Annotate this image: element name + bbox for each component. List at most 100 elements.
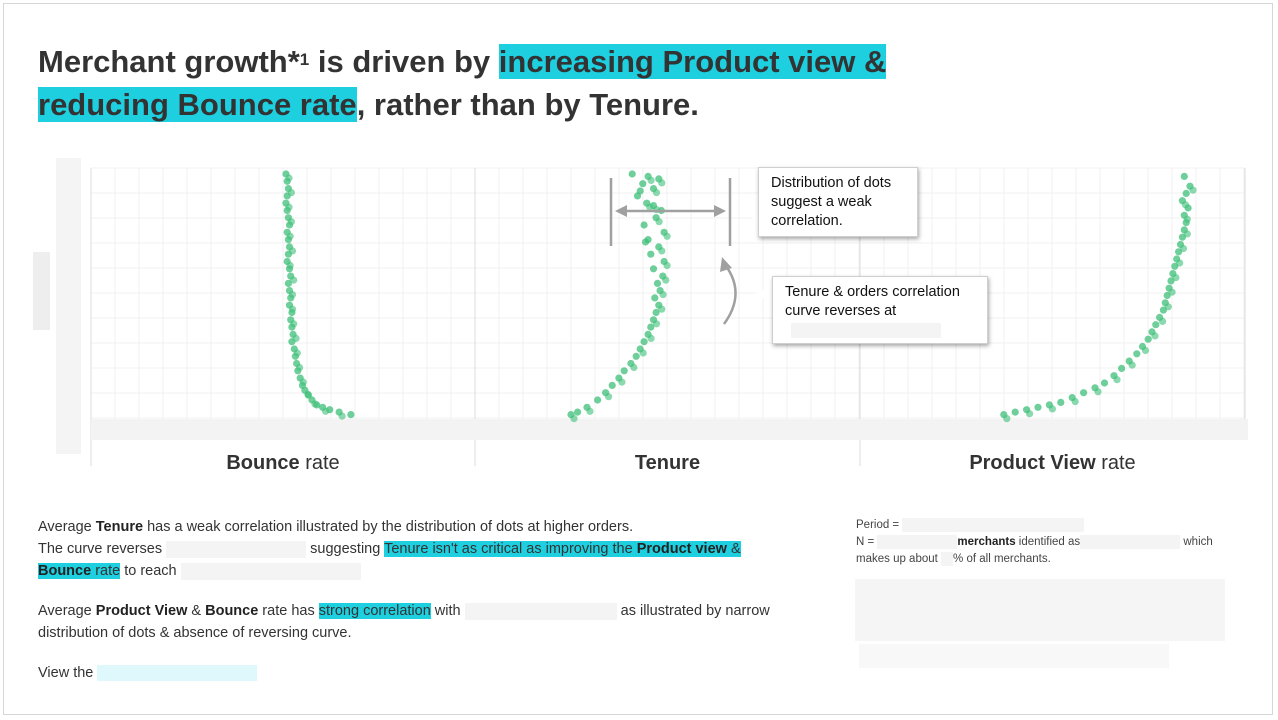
scatter-point: [1182, 189, 1190, 197]
scatter-point: [338, 412, 346, 420]
scatter-point: [288, 338, 296, 346]
scatter-point: [663, 232, 671, 240]
scatter-point: [1151, 332, 1159, 340]
scatter-point: [652, 308, 660, 317]
scatter-point: [294, 367, 302, 375]
scatter-point: [630, 363, 638, 372]
scatter-point: [1080, 389, 1088, 397]
scatter-point: [662, 276, 670, 284]
scatter-point: [1057, 398, 1065, 406]
paragraph-product-view: Average Product View & Bounce rate has s…: [38, 600, 838, 644]
paragraph-view-link: View the: [38, 662, 438, 684]
redacted-value: [464, 602, 617, 620]
p1-text: The curve reverses: [38, 541, 167, 557]
scatter-point: [1071, 398, 1079, 406]
note-text: which: [1180, 536, 1213, 548]
axis-title: Tenure: [635, 452, 700, 474]
scatter-point: [284, 250, 292, 258]
note-text: makes up about: [856, 553, 942, 565]
scatter-point: [288, 323, 296, 331]
title-highlight-1: increasing Product view &: [498, 44, 887, 79]
scatter-point: [291, 352, 299, 360]
scatter-point: [618, 378, 626, 386]
p1-hl-text: rate: [91, 563, 121, 579]
scatter-point: [639, 180, 647, 188]
redacted-value: [1080, 534, 1181, 549]
p2-highlight: strong correlation: [318, 603, 431, 619]
scatter-point: [1128, 361, 1136, 369]
title-part-1: Merchant growth*: [38, 44, 300, 79]
scatter-point: [1034, 403, 1042, 411]
scatter-point: [647, 250, 655, 258]
scatter-point: [1179, 244, 1188, 253]
callout-weak-correlation: Distribution of dots suggest a weak corr…: [758, 167, 918, 237]
scatter-point: [285, 221, 294, 229]
scatter-point: [1048, 405, 1056, 413]
scatter-point: [1144, 335, 1152, 343]
callout-weak-tail: [741, 202, 759, 222]
p3-text: View the: [38, 665, 94, 681]
scatter-charts: Bounce rate Tenure Product View rate: [33, 158, 1248, 474]
scatter-points: [282, 170, 1197, 423]
scatter-point: [1094, 388, 1102, 396]
redacted-link[interactable]: [97, 665, 258, 682]
redacted-value: [902, 517, 1085, 532]
note-text: Period =: [856, 519, 903, 531]
scatter-point: [1181, 201, 1189, 209]
scatter-point: [1189, 186, 1197, 194]
title-part-2: is driven by: [309, 44, 499, 79]
p2-text: with: [430, 603, 465, 619]
scatter-point: [1176, 259, 1184, 267]
scatter-point: [647, 176, 655, 184]
redacted-block: [859, 644, 1169, 668]
callout-reverse-tail: [754, 284, 774, 304]
scatter-point: [574, 408, 582, 416]
p1-bold: Tenure: [95, 519, 144, 535]
axis-title-bold: Bounce: [226, 452, 299, 474]
scatter-point: [639, 349, 647, 357]
scatter-point: [1183, 215, 1191, 223]
scatter-point: [653, 279, 662, 287]
p1-hl-bold: Bounce: [38, 563, 92, 579]
scatter-point: [663, 261, 671, 270]
axis-titles: Bounce rate Tenure Product View rate: [226, 452, 1135, 474]
redacted-value: [180, 562, 361, 580]
scatter-point: [285, 265, 294, 273]
title-highlight-2: reducing Bounce rate: [38, 87, 357, 122]
redacted-block: [855, 579, 1225, 641]
scatter-point: [1183, 230, 1191, 238]
title-part-3: , rather than by Tenure.: [356, 87, 699, 122]
scatter-point: [647, 334, 655, 342]
scatter-point: [659, 291, 667, 299]
note-text: % of all merchants.: [953, 553, 1051, 565]
p2-bold: Bounce: [205, 603, 259, 619]
p1-text: has a weak correlation illustrated by th…: [143, 519, 634, 535]
note-text: identified as: [1015, 536, 1081, 548]
spread-arrow: [609, 178, 732, 246]
axis-title-rest: rate: [300, 452, 340, 474]
p2-text: Average: [38, 603, 96, 619]
scatter-point: [647, 323, 655, 331]
slide-frame: Merchant growth*1 is driven by increasin…: [3, 3, 1273, 715]
p1-highlight-2: Bounce rate: [38, 563, 121, 579]
axis-title-bold: Product View: [969, 452, 1096, 474]
p2-text: distribution of dots & absence of revers…: [38, 625, 352, 641]
p2-bold: Product View: [95, 603, 188, 619]
paragraph-tenure: Average Tenure has a weak correlation il…: [38, 516, 838, 582]
scatter-point: [632, 352, 640, 360]
axis-title-rest: rate: [1096, 452, 1136, 474]
scatter-point: [640, 221, 648, 229]
scatter-point: [605, 393, 613, 401]
p1-hl-text: Tenure isn't as critical as improving th…: [384, 541, 637, 557]
scatter-point: [586, 407, 594, 415]
scatter-point: [288, 308, 296, 317]
p2-text: &: [187, 603, 206, 619]
axis-title: Product View rate: [969, 452, 1135, 474]
scatter-point: [570, 415, 578, 423]
footnote-block: Period = N = merchants identified as whi…: [856, 517, 1236, 568]
p2-text: as illustrated by narrow: [616, 603, 770, 619]
chart-grids: [90, 167, 1246, 466]
scatter-point: [1113, 376, 1121, 384]
reverse-arrow: [720, 257, 737, 325]
callout-reverse-text: Tenure & orders correlation curve revers…: [785, 284, 960, 319]
